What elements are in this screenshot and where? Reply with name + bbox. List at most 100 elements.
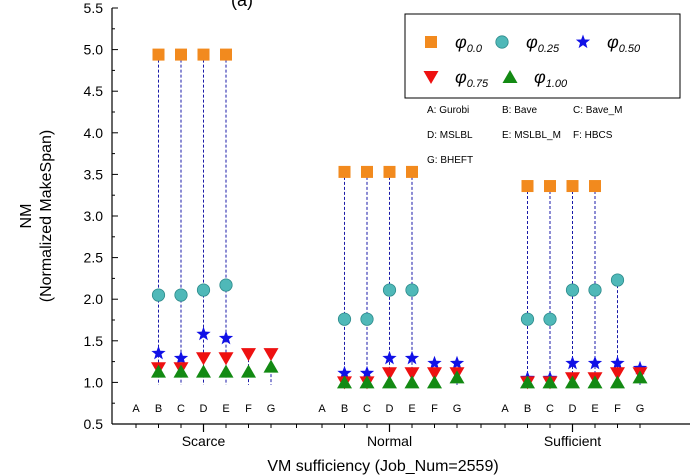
legend-marker	[502, 70, 518, 83]
x-tick-label: Sufficient	[544, 433, 601, 449]
data-point	[588, 283, 602, 297]
data-point	[449, 370, 465, 384]
data-point	[565, 375, 580, 389]
data-point	[566, 180, 579, 193]
data-point	[218, 352, 234, 366]
y-tick-label: 1.5	[84, 333, 104, 349]
algorithm-key-entry: C: Bave_M	[573, 105, 622, 116]
y-axis-title: NM	[18, 204, 35, 229]
data-point	[610, 367, 625, 381]
algorithm-label: D	[386, 403, 394, 415]
y-tick-label: 3.0	[84, 208, 104, 224]
data-point	[382, 350, 397, 365]
legend-marker	[423, 71, 439, 84]
data-point	[152, 48, 165, 61]
data-point	[382, 367, 397, 381]
algorithm-label: A	[501, 403, 509, 415]
series-1-00	[151, 359, 648, 389]
data-point	[241, 364, 256, 378]
data-point	[338, 165, 351, 178]
data-point	[196, 326, 211, 341]
algorithm-label: C	[177, 403, 185, 415]
data-point	[220, 48, 232, 61]
series-0-25	[151, 273, 625, 326]
data-point	[337, 365, 352, 380]
data-point	[383, 165, 396, 178]
x-axis-title: VM sufficiency (Job_Num=2559)	[267, 458, 498, 475]
data-point	[589, 180, 601, 193]
y-tick-label: 2.5	[84, 250, 104, 266]
algorithm-label: B	[524, 403, 531, 415]
y-tick-label: 1.0	[84, 374, 104, 390]
data-point	[520, 375, 535, 389]
legend-entry: φ0.75	[455, 67, 489, 90]
data-point	[151, 288, 166, 302]
data-point	[406, 165, 418, 178]
data-point	[337, 312, 352, 326]
data-point	[241, 348, 256, 362]
x-tick-label: Normal	[367, 433, 412, 449]
algorithm-label: C	[546, 403, 554, 415]
algorithm-label: E	[222, 403, 229, 415]
data-point	[521, 180, 534, 193]
data-point	[175, 48, 187, 61]
data-point	[196, 283, 211, 297]
data-point	[151, 364, 166, 378]
legend-marker	[575, 34, 591, 49]
algorithm-key-entry: E: MSLBL_M	[502, 130, 561, 141]
data-point	[427, 375, 442, 389]
algorithm-key-entry: D: MSLBL	[427, 130, 473, 141]
algorithm-key-entry: B: Bave	[502, 105, 537, 116]
data-point	[173, 350, 189, 365]
data-point	[565, 283, 580, 297]
data-point	[173, 364, 189, 378]
y-axis-subtitle: (Normalized MakeSpan)	[38, 130, 55, 303]
data-point	[218, 364, 234, 378]
data-point	[263, 348, 279, 362]
algorithm-label: F	[614, 403, 621, 415]
data-point	[404, 375, 420, 389]
y-tick-label: 2.0	[84, 291, 104, 307]
algorithm-label: F	[245, 403, 252, 415]
legend-marker	[425, 36, 437, 48]
legend-entry: φ0.50	[607, 32, 641, 55]
data-point	[174, 288, 188, 302]
algorithm-label: E	[408, 403, 415, 415]
x-tick-label: Scarce	[182, 433, 226, 449]
y-tick-label: 4.0	[84, 125, 104, 141]
legend-box	[404, 13, 681, 99]
data-point	[610, 273, 625, 287]
algorithm-key-entry: G: BHEFT	[427, 155, 473, 166]
data-point	[151, 345, 166, 360]
algorithm-label: C	[363, 403, 371, 415]
legend-entry: φ1.00	[534, 67, 568, 90]
legend-marker	[495, 35, 509, 49]
data-point	[544, 180, 556, 193]
data-point	[219, 278, 233, 292]
data-point	[196, 364, 211, 378]
algorithm-key-entry: A: Gurobi	[427, 105, 469, 116]
data-point	[337, 375, 352, 389]
data-point	[543, 312, 557, 326]
y-tick-label: 4.5	[84, 83, 104, 99]
algorithm-label: D	[569, 403, 577, 415]
data-point	[359, 365, 375, 380]
algorithm-label: A	[318, 403, 326, 415]
data-point	[382, 283, 397, 297]
y-tick-label: 0.5	[84, 416, 104, 432]
data-point	[587, 355, 603, 370]
data-point	[449, 355, 465, 370]
data-point	[197, 48, 210, 61]
data-point	[359, 375, 375, 389]
data-point	[196, 352, 211, 366]
data-point	[565, 355, 580, 370]
data-point	[263, 359, 279, 373]
data-point	[610, 355, 625, 370]
y-tick-label: 5.5	[84, 0, 104, 16]
algorithm-label: B	[155, 403, 162, 415]
data-point	[542, 375, 558, 389]
algorithm-label: G	[267, 403, 276, 415]
data-point	[520, 312, 535, 326]
algorithm-label: D	[200, 403, 208, 415]
